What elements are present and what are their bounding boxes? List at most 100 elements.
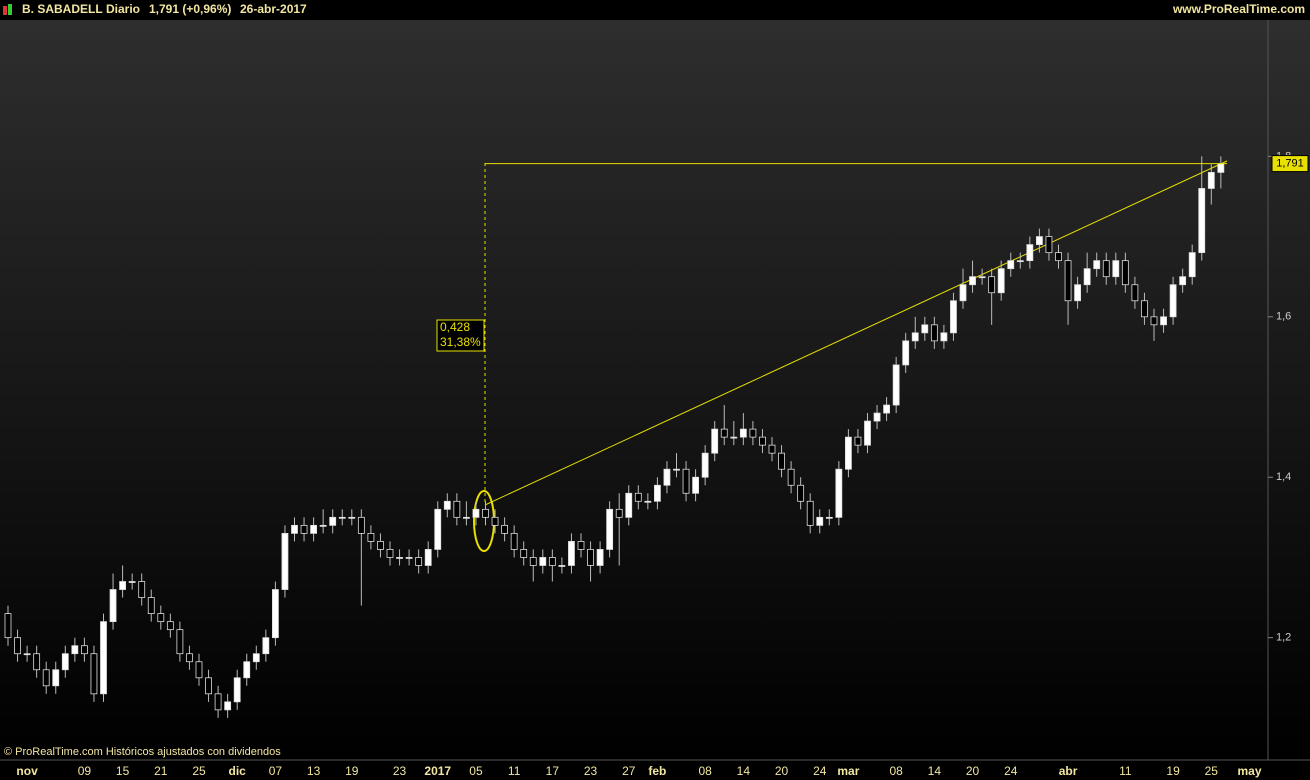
candle-body <box>482 508 489 518</box>
candle-body <box>759 436 766 446</box>
trend-line <box>484 160 1228 506</box>
candle-body <box>1188 252 1196 278</box>
x-tick-label: 09 <box>78 764 92 778</box>
candle-body <box>1055 252 1062 262</box>
candle-body <box>940 332 948 342</box>
footer: © ProRealTime.com Históricos ajustados c… <box>4 746 281 758</box>
candle-body <box>978 276 986 279</box>
axis-area <box>1268 20 1310 760</box>
candle-body <box>33 653 41 671</box>
candle-body <box>1007 260 1015 270</box>
candle-body <box>739 428 747 438</box>
candle-body <box>147 597 155 615</box>
candle-body <box>1150 316 1158 326</box>
x-tick-label: 15 <box>116 764 130 778</box>
candle-body <box>959 284 967 302</box>
candle-body <box>615 508 623 518</box>
candle-body <box>262 637 270 655</box>
plot-area <box>0 20 1268 760</box>
candle-body <box>768 444 776 454</box>
candle-body <box>692 476 699 494</box>
candle-body <box>539 557 547 566</box>
candle-body <box>988 276 996 294</box>
candle-body <box>300 524 308 534</box>
candle-body <box>1160 316 1167 326</box>
x-tick-label: 14 <box>737 764 751 778</box>
x-tick-label: dic <box>229 764 247 778</box>
x-tick-label: 20 <box>775 764 789 778</box>
candle-body <box>291 524 298 534</box>
candle-body <box>434 508 442 550</box>
candle-body <box>634 492 642 502</box>
candle-body <box>415 557 423 566</box>
candle-body <box>816 516 824 526</box>
candle-body <box>529 557 537 566</box>
candle-body <box>558 565 566 567</box>
candle-body <box>1026 244 1034 262</box>
candle-body <box>243 661 251 679</box>
candle-body <box>100 621 107 695</box>
candle-body <box>224 701 232 711</box>
candle-body <box>319 524 327 527</box>
candle-body <box>81 645 88 655</box>
candle-body <box>1074 284 1081 302</box>
x-tick-label: 24 <box>1004 764 1018 778</box>
x-tick-label: 27 <box>622 764 636 778</box>
title: B. SABADELL <box>22 2 103 16</box>
measure-change: 0,428 <box>440 320 470 334</box>
candle-body <box>424 549 432 566</box>
candle-body <box>997 268 1005 294</box>
candle-body <box>491 516 499 526</box>
candle-body <box>52 669 60 687</box>
candle-body <box>1102 260 1110 278</box>
candle-body <box>472 508 480 518</box>
candle-body <box>1179 276 1187 286</box>
candle-body <box>1121 260 1129 286</box>
quote: 1,791 (+0,96%) <box>149 2 231 16</box>
candle-body <box>797 484 805 502</box>
x-tick-label: 25 <box>1205 764 1219 778</box>
candle-body <box>711 428 719 454</box>
y-tick-label: 1,6 <box>1276 311 1291 323</box>
candle-body <box>806 500 814 526</box>
candle-body <box>644 500 652 503</box>
candle-body <box>854 436 862 446</box>
measure-percent: 31,38% <box>440 335 481 349</box>
x-tick-label: 19 <box>345 764 359 778</box>
candle-body <box>883 404 890 414</box>
candle-body <box>271 589 279 639</box>
candle-body <box>310 524 318 534</box>
candle-body <box>4 613 12 639</box>
candle-body <box>673 468 680 471</box>
candle-body <box>730 436 738 439</box>
x-tick-label: 19 <box>1166 764 1180 778</box>
candle-body <box>568 541 575 566</box>
candle-body <box>281 532 289 590</box>
candle-body <box>577 541 585 550</box>
candle-body <box>825 516 833 519</box>
candle-body <box>654 484 661 502</box>
candle-body <box>176 629 184 655</box>
candle-body <box>1045 236 1053 254</box>
candle-body <box>462 516 470 519</box>
candle-body <box>835 468 843 518</box>
period: Diario <box>106 2 140 16</box>
candle-body <box>950 300 957 334</box>
candle-body <box>119 581 126 590</box>
x-tick-label: 17 <box>546 764 560 778</box>
candle-body <box>720 428 728 438</box>
x-tick-label: nov <box>16 764 38 778</box>
candle-body <box>61 653 69 671</box>
x-tick-label: 05 <box>469 764 483 778</box>
x-tick-label: feb <box>648 764 666 778</box>
candle-body <box>873 412 881 422</box>
candle-body <box>548 557 556 566</box>
x-tick-label: 21 <box>154 764 168 778</box>
candle-body <box>109 589 117 623</box>
candle-body <box>1131 284 1139 302</box>
candle-body <box>663 468 671 486</box>
icon <box>8 4 12 15</box>
candle-body <box>1169 284 1177 318</box>
